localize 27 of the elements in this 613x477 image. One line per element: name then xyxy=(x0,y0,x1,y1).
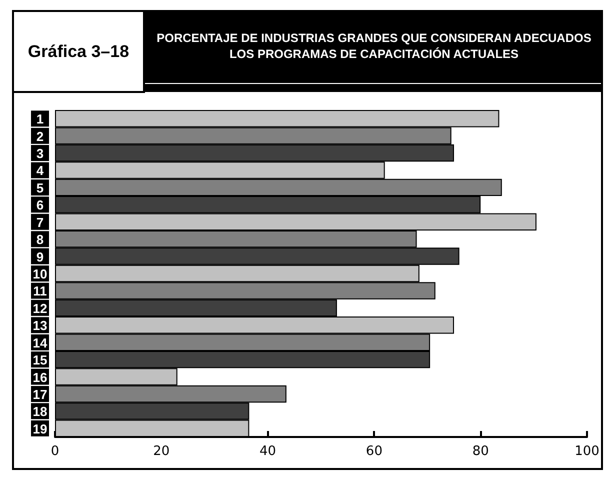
y-tick-label: 10 xyxy=(32,266,48,282)
x-tick-label: 0 xyxy=(50,444,60,459)
y-tick-label: 15 xyxy=(32,352,48,368)
y-tick-label: 17 xyxy=(32,386,48,402)
y-tick-label: 3 xyxy=(36,146,44,162)
y-tick-label: 16 xyxy=(32,370,48,385)
y-tick-label: 19 xyxy=(32,421,48,436)
x-tick-label: 20 xyxy=(153,444,170,459)
y-tick-label: 5 xyxy=(36,180,44,196)
y-tick-label: 2 xyxy=(36,128,44,144)
y-tick-label: 18 xyxy=(32,404,48,420)
x-tick-label: 40 xyxy=(260,444,276,459)
y-tick-label: 13 xyxy=(32,318,48,334)
y-tick-label: 1 xyxy=(36,112,44,127)
y-tick-label: 8 xyxy=(36,232,44,248)
y-tick-label: 4 xyxy=(36,163,44,178)
x-tick-label: 60 xyxy=(366,444,382,459)
x-tick-label: 80 xyxy=(472,444,489,459)
y-tick-label: 7 xyxy=(36,214,44,230)
y-tick-label: 6 xyxy=(36,198,44,213)
y-tick-label: 12 xyxy=(32,300,48,316)
chart-subtitle: Gráfica 3–18 xyxy=(12,10,145,93)
y-tick-label: 9 xyxy=(36,249,44,264)
y-tick-label: 14 xyxy=(32,335,48,350)
chart-title: PORCENTAJE DE INDUSTRIAS GRANDES QUE CONSIDERAN ADECUADOS LOS PROGRAMAS DE CAPACITACIÓN ACTUALES xyxy=(145,10,603,83)
x-tick-label: 100 xyxy=(574,444,600,459)
y-tick-label: 11 xyxy=(33,284,47,299)
